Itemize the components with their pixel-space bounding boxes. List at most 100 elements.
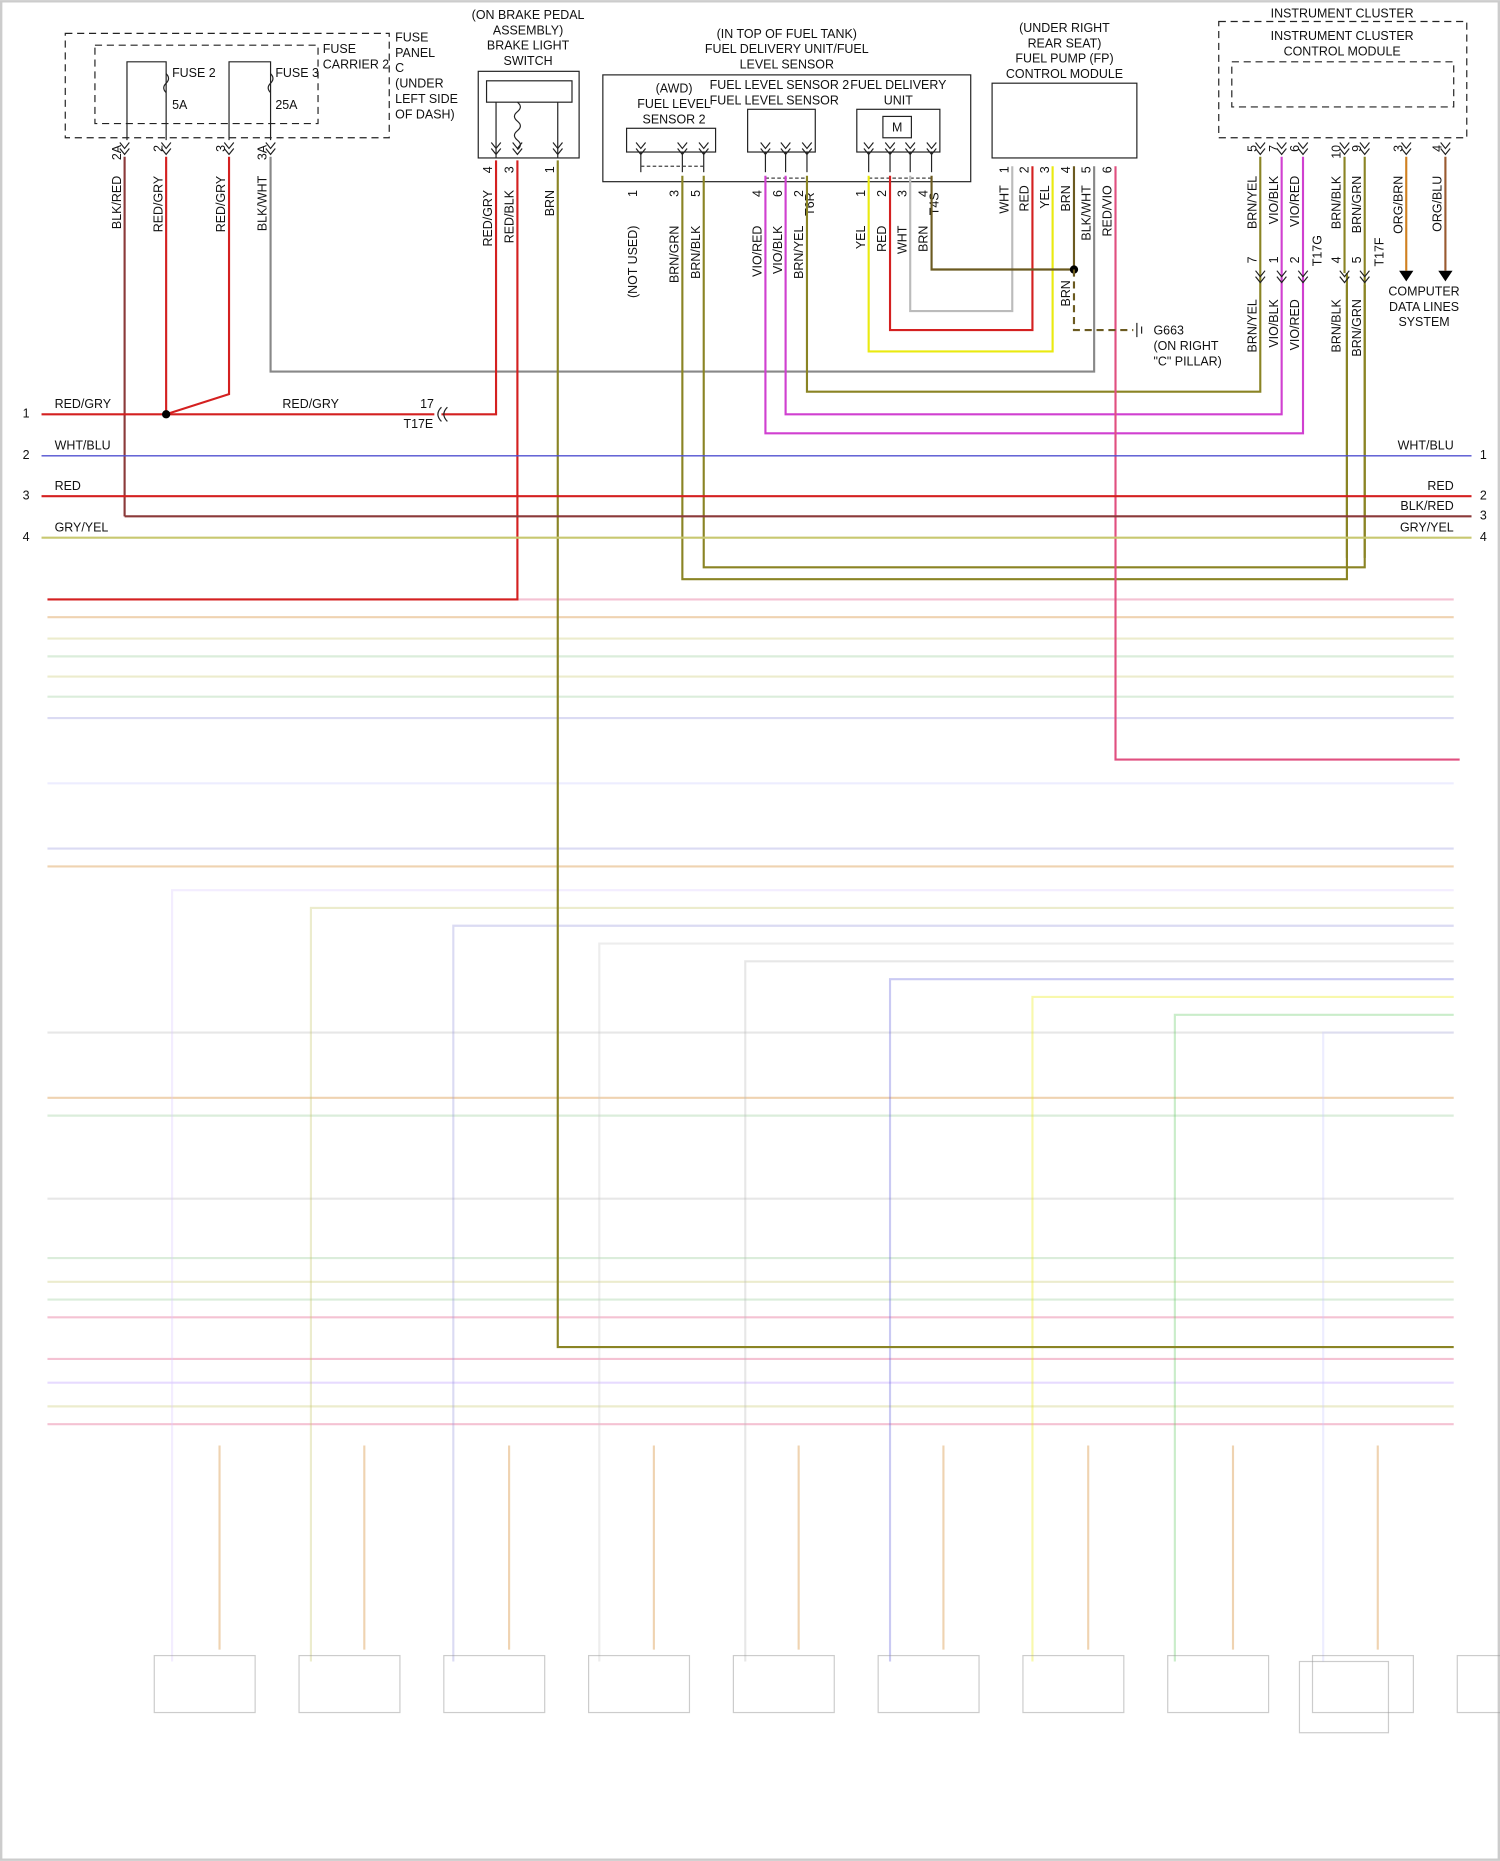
wire-label: RED/VIO: [1101, 185, 1115, 237]
label: LEFT SIDE: [395, 92, 458, 106]
wire-label: BRN/GRN: [1350, 176, 1364, 233]
wire: [930, 166, 1076, 271]
label: CONTROL MODULE: [1284, 45, 1401, 59]
label: C: [395, 61, 404, 75]
pin-label: 2: [1018, 166, 1032, 173]
label: DATA LINES: [1389, 300, 1459, 314]
component-box: [588, 1654, 691, 1714]
pin: [635, 142, 647, 156]
pin: [1401, 142, 1412, 156]
wire: [744, 960, 1454, 1662]
pin-label: 2: [792, 190, 806, 197]
label: FUEL DELIVERY: [850, 78, 947, 92]
component-box: [153, 1654, 256, 1714]
component-box: [625, 127, 717, 153]
pin: [1255, 142, 1266, 156]
wire-label: BRN: [917, 226, 931, 252]
bus-label: RED: [1427, 479, 1453, 493]
label: SWITCH: [504, 54, 553, 68]
bus-label: RED: [55, 479, 81, 493]
wire-label: RED/BLK: [503, 189, 517, 243]
label: LEVEL SENSOR: [740, 58, 834, 72]
pin: [926, 142, 937, 156]
wire-label: RED/GRY: [214, 175, 228, 232]
bus-label: RED/GRY: [282, 397, 339, 411]
wire-label: WHT: [895, 225, 909, 254]
pin-label: 17: [420, 397, 434, 411]
label: FUEL PUMP (FP): [1015, 52, 1113, 66]
connector-label: T6R: [803, 192, 817, 216]
component-box: [747, 108, 816, 153]
wire: [598, 942, 1454, 1662]
bus-number: 2: [1480, 488, 1487, 502]
pin-label: 3: [1391, 145, 1405, 152]
wire: [805, 175, 1262, 393]
pin-label: 1: [626, 190, 640, 197]
component-box: [1298, 1660, 1390, 1734]
wire: [171, 889, 1454, 1662]
wire-label: (NOT USED): [626, 226, 640, 298]
bus-label: GRY/YEL: [1400, 521, 1454, 535]
label: CONTROL MODULE: [1006, 67, 1123, 81]
label: 25A: [275, 98, 298, 112]
component-box: [485, 80, 573, 103]
wire-label: VIO/BLK: [1267, 298, 1281, 347]
label: BRAKE LIGHT: [487, 39, 570, 53]
label: FUSE 2: [172, 66, 216, 80]
label: ASSEMBLY): [493, 23, 563, 37]
component-box: [1231, 61, 1455, 108]
wire-label: VIO/RED: [751, 226, 765, 277]
label: PANEL: [395, 46, 435, 60]
pin-label: 3: [214, 145, 228, 152]
wire-label: BRN/GRN: [1350, 299, 1364, 356]
wire: [764, 175, 1305, 435]
pin: [780, 142, 791, 156]
label: (AWD): [656, 81, 693, 95]
pin-label: 1: [543, 166, 557, 173]
wire-label: ORG/BLU: [1431, 176, 1445, 232]
wire-label: BLK/WHT: [256, 175, 270, 231]
wire-label: VIO/BLK: [1267, 175, 1281, 224]
pin-label: 3: [503, 166, 517, 173]
pin-label: 4: [751, 190, 765, 197]
pin: [884, 142, 896, 156]
wire: [784, 175, 1283, 416]
connector-label: T17G: [1311, 235, 1325, 266]
component-box: [856, 108, 941, 153]
bus-number: 1: [23, 407, 30, 421]
component-box: [877, 1654, 980, 1714]
pin: [265, 142, 276, 156]
component-box: [443, 1654, 546, 1714]
wire: [1114, 166, 1460, 761]
pin: [1440, 142, 1451, 156]
bus-number: 3: [23, 488, 30, 502]
connector: [437, 406, 448, 422]
component-box: [1218, 20, 1468, 139]
label: FUEL LEVEL: [637, 97, 711, 111]
pin: [904, 142, 916, 156]
label: (ON RIGHT: [1153, 339, 1218, 353]
label: 5A: [172, 98, 188, 112]
component-box: [1167, 1654, 1270, 1714]
pin: [119, 142, 130, 156]
wire-label: ORG/BRN: [1391, 176, 1405, 234]
pin-label: 1: [854, 190, 868, 197]
pin-label: 3: [1038, 166, 1052, 173]
wire-label: VIO/BLK: [771, 225, 785, 274]
label: (UNDER: [395, 77, 443, 91]
wire: [165, 156, 231, 416]
label: INSTRUMENT CLUSTER: [1271, 7, 1414, 21]
pin-label: 4: [1431, 145, 1445, 152]
splice: [161, 410, 171, 419]
pin-label: 2: [1288, 256, 1302, 263]
pin: [1339, 142, 1350, 156]
pin-label: 5: [1245, 145, 1259, 152]
wire: [556, 160, 1454, 1349]
wire: [1322, 1031, 1454, 1662]
ground-symbol: [1136, 322, 1143, 338]
wire: [888, 978, 1454, 1662]
wire-label: BRN: [1059, 185, 1073, 211]
bus-label: WHT/BLU: [1398, 439, 1454, 453]
